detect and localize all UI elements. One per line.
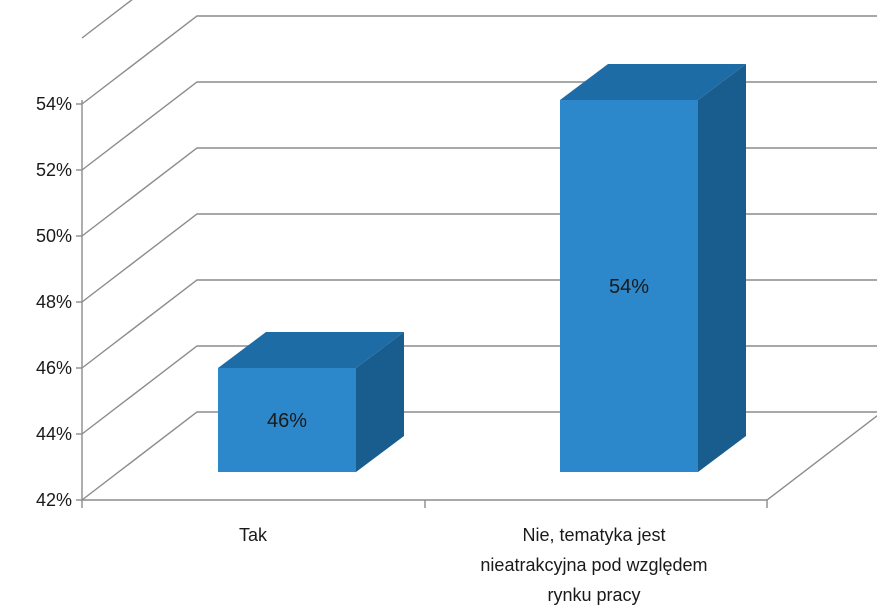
x-tick-labels: Tak Nie, tematyka jest nieatrakcyjna pod w… — [239, 525, 708, 605]
gridlines — [81, 0, 877, 501]
axes — [76, 100, 877, 508]
y-tick-label: 54% — [36, 94, 72, 114]
bar-front — [560, 100, 698, 472]
y-tick-label: 52% — [36, 160, 72, 180]
y-tick-label: 50% — [36, 226, 72, 246]
gridline — [81, 81, 877, 171]
bar — [218, 332, 404, 472]
bar-front — [218, 368, 356, 472]
gridline — [81, 279, 877, 369]
y-tick-label: 42% — [36, 490, 72, 510]
bars — [218, 64, 746, 472]
bar-side — [698, 64, 746, 472]
data-label: 54% — [609, 276, 649, 298]
gridline — [81, 411, 877, 501]
data-label: 46% — [267, 410, 307, 432]
y-tick-labels: 42% 44% 46% 48% 50% 52% 54% — [36, 94, 72, 510]
bar-top — [560, 64, 746, 100]
gridline — [81, 147, 877, 237]
bar-side — [356, 332, 404, 472]
x-tick-label: Nie, tematyka jest nieatrakcyjna pod wzgl… — [480, 525, 707, 605]
bar-top — [218, 332, 404, 368]
x-tick-label: Tak — [239, 525, 268, 545]
gridline — [81, 213, 877, 303]
gridline — [81, 15, 877, 105]
y-tick-label: 46% — [36, 358, 72, 378]
bar — [560, 64, 746, 472]
y-tick-label: 44% — [36, 424, 72, 444]
floor-edge — [82, 414, 877, 501]
y-tick-label: 48% — [36, 292, 72, 312]
gridline — [81, 345, 877, 435]
data-labels: 46% 54% — [267, 276, 649, 432]
gridline — [81, 0, 133, 39]
